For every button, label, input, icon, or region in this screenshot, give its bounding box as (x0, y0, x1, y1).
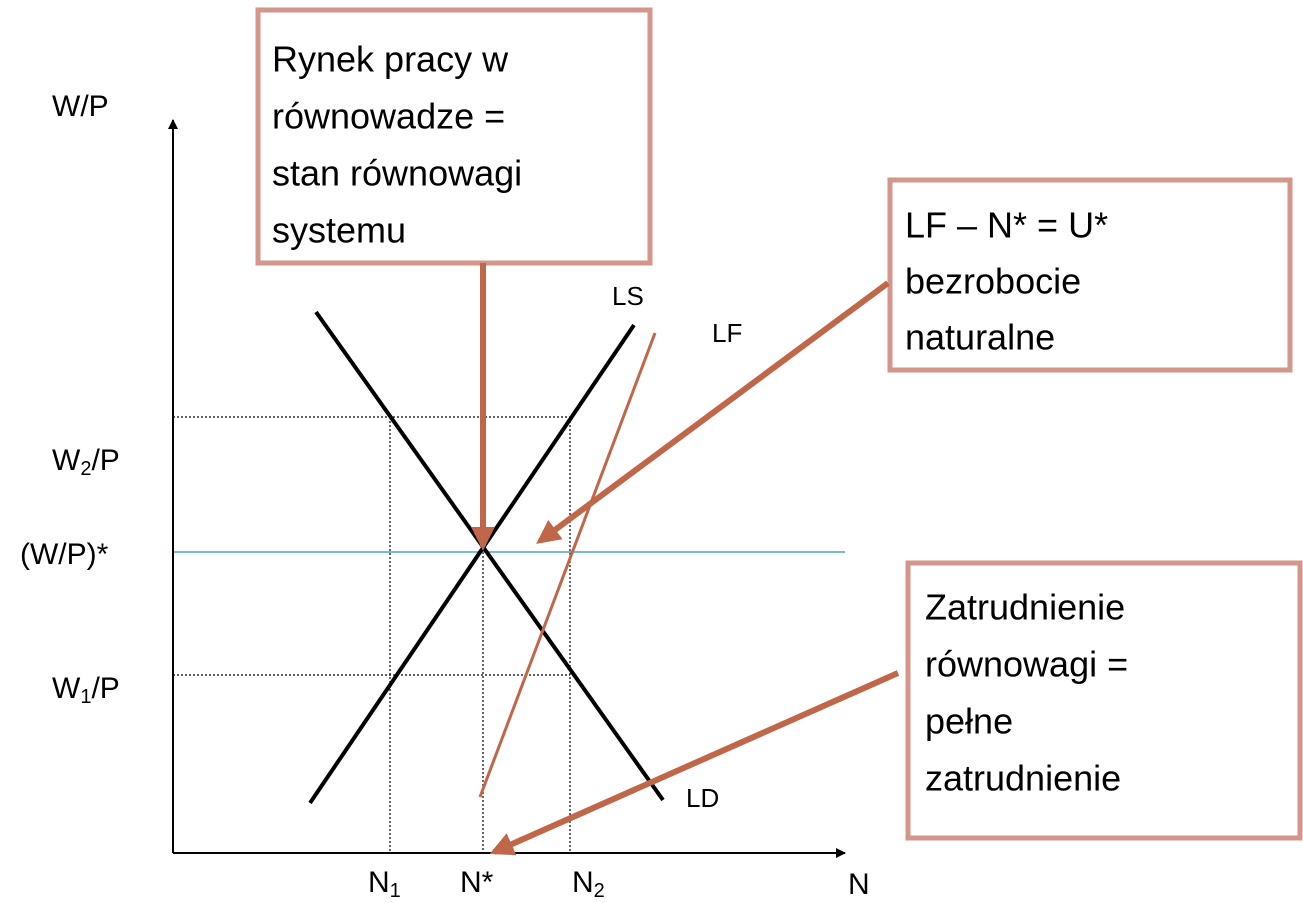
box-line: Zatrudnienie (925, 587, 1125, 628)
lf-curve (478, 332, 657, 798)
box-line: naturalne (905, 317, 1055, 358)
label-base: W (52, 444, 81, 477)
y-labels: W2/P(W/P)*W1/P (20, 444, 120, 708)
ls-label: LS (612, 281, 644, 311)
box-line: Rynek pracy w (272, 39, 509, 80)
box-line: bezrobocie (905, 261, 1081, 302)
box-line: równowagi = (925, 644, 1128, 685)
label-tail: /P (91, 444, 119, 477)
x-labels: N1 N* N2 (368, 866, 605, 902)
box-equilibrium (255, 7, 653, 266)
box-natural-unemployment (887, 177, 1293, 373)
x-label: N2 (572, 866, 605, 902)
label-sub: 2 (80, 458, 91, 480)
label-base: (W/P)* (20, 538, 109, 571)
arrow-natural-unemployment (536, 280, 890, 544)
guides (173, 416, 571, 853)
label-sub: 2 (594, 880, 605, 902)
x-label: N1 (368, 866, 401, 902)
box-line: równowadze = (272, 96, 505, 137)
label-base: W (52, 672, 81, 705)
box-line: LF – N* = U* (905, 205, 1108, 246)
box-line: zatrudnienie (925, 758, 1121, 799)
arrow-full-employment (489, 670, 900, 856)
y-label: W2/P (52, 444, 120, 480)
y-axis-label: W/P (52, 90, 109, 123)
label-sub: 1 (80, 686, 91, 708)
y-label: (W/P)* (20, 538, 109, 571)
label-sub: 1 (390, 880, 401, 902)
y-label: W1/P (52, 672, 120, 708)
label-base: N (572, 866, 594, 899)
box-line: stan równowagi (272, 153, 522, 194)
ls-curve (308, 323, 636, 805)
ld-label: LD (686, 783, 719, 813)
box-full-employment (905, 560, 1303, 841)
x-label: N* (460, 866, 494, 899)
label-tail: /P (91, 672, 119, 705)
ld-curve (314, 310, 665, 802)
lf-label: LF (712, 318, 742, 348)
box-line: systemu (272, 210, 406, 251)
box-line: pełne (925, 701, 1013, 742)
label-base: N* (460, 866, 494, 899)
box-texts: Rynek pracy w równowadze = stan równowagi s… (272, 39, 1128, 799)
label-base: N (368, 866, 390, 899)
x-axis-label: N (848, 868, 870, 901)
